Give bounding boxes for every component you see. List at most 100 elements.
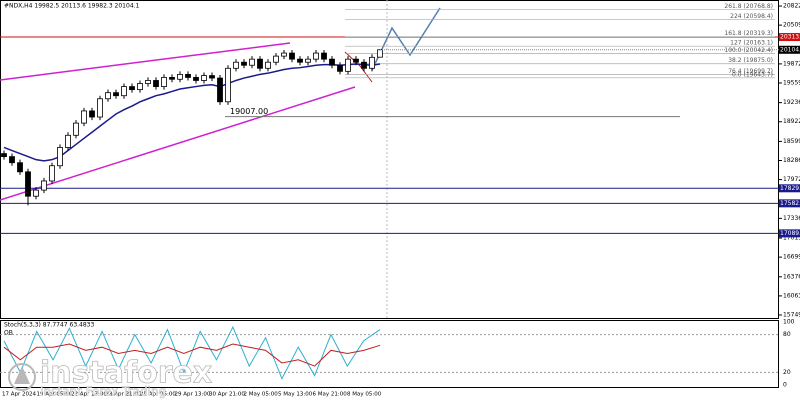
- candle-body: [369, 56, 375, 69]
- level-label: 17829.6: [780, 185, 800, 192]
- fib-label: 0.0 (19643.7): [732, 71, 773, 78]
- x-tick-label: 6 May 21:00: [313, 392, 348, 398]
- candle-body: [81, 110, 87, 124]
- tagline: Instant Forex Trading: [40, 385, 166, 399]
- candle-body: [377, 49, 383, 58]
- y-tick-label: 18286.0: [783, 157, 800, 164]
- y-tick-label: 17013.0: [783, 235, 800, 242]
- candle-body: [233, 61, 239, 69]
- fib-label: 38.2 (19875.0): [728, 57, 773, 64]
- y-tick-label: 15749.5: [783, 311, 800, 318]
- candle-body: [201, 75, 207, 81]
- candle-body: [353, 58, 359, 63]
- y-tick-label: 16063.0: [783, 292, 800, 299]
- y-tick-label: 17972.5: [783, 176, 800, 183]
- y-tick-label: 17336.0: [783, 215, 800, 222]
- stoch-panel-frame: [0, 320, 779, 388]
- candle-body: [305, 58, 311, 63]
- candle-body: [9, 156, 15, 164]
- candle-body: [137, 83, 143, 91]
- stoch-ob: OB: [4, 330, 13, 337]
- fib-anchor: [344, 51, 373, 83]
- candle-body: [169, 77, 175, 80]
- candle-body: [89, 110, 95, 118]
- x-tick-label: 23 Apr 21:00: [106, 392, 142, 398]
- candle-body: [145, 80, 151, 84]
- chart-title: #NDX,H4 19982.5 20113.6 19982.3 20104.1: [4, 3, 140, 10]
- candle-body: [185, 73, 191, 78]
- candle-body: [321, 52, 327, 60]
- watermark: instaforex Instant Forex Trading: [8, 355, 213, 399]
- candle-body: [161, 77, 167, 87]
- level-label: 20313.5: [780, 34, 800, 41]
- candle-body: [209, 75, 215, 79]
- stoch-tick-label: 0: [783, 382, 787, 389]
- stoch-line: [3, 343, 381, 367]
- level-tag: [779, 33, 800, 42]
- level-label: 17089.7: [780, 230, 800, 237]
- candle-body: [177, 73, 183, 80]
- candle-body: [297, 58, 303, 63]
- stoch-line: [3, 325, 381, 380]
- candle-body: [329, 58, 335, 66]
- stoch-tick-label: 80: [783, 331, 791, 338]
- candle-body: [33, 189, 39, 197]
- logo-mark: [14, 366, 30, 384]
- candle-body: [153, 80, 159, 87]
- channel-lower: [0, 86, 356, 201]
- channel-upper: [0, 42, 291, 81]
- y-tick-label: 18599.5: [783, 138, 800, 145]
- x-tick-label: 2 May 05:00: [244, 392, 279, 398]
- candle-body: [361, 61, 367, 69]
- candle-body: [241, 61, 247, 66]
- main-panel-frame: [0, 0, 779, 319]
- y-tick-label: 19872.5: [783, 60, 800, 67]
- candle-body: [49, 165, 55, 182]
- candle-body: [105, 92, 111, 100]
- level-tag: [779, 229, 800, 238]
- level-tag: [779, 184, 800, 193]
- current-price-tag: [779, 45, 800, 54]
- candle-body: [17, 162, 23, 173]
- fib-label: 76.4 (19699.7): [728, 68, 773, 75]
- logo: [8, 363, 36, 391]
- y-tick-label: 16699.5: [783, 254, 800, 261]
- y-tick-label: 20509.0: [783, 22, 800, 29]
- x-tick-label: 25 Apr 05:00: [140, 392, 176, 398]
- candle-body: [257, 58, 263, 69]
- projection-path: [371, 7, 441, 71]
- level-tag: [779, 199, 800, 208]
- x-tick-label: 22 Apr 13:00: [71, 392, 107, 398]
- candle-body: [217, 77, 223, 103]
- candle-body: [289, 52, 295, 60]
- candle-body: [265, 61, 271, 69]
- candle-body: [313, 52, 319, 60]
- candle-body: [345, 58, 351, 72]
- annotation-label: 19007.00: [230, 107, 268, 116]
- candle-body: [1, 153, 7, 158]
- fib-label: 127 (20163.1): [730, 40, 773, 47]
- fib-label: 100.0 (20042.4): [724, 47, 773, 54]
- level-label: 17582.7: [780, 200, 800, 207]
- candle-body: [281, 52, 287, 57]
- x-tick-label: 17 Apr 2024: [2, 392, 37, 398]
- current-price-label: 20104.1: [780, 46, 800, 53]
- candle-body: [337, 64, 343, 72]
- stoch-title: Stoch(5,3,3) 87.7747 63.4833: [4, 322, 95, 329]
- x-tick-label: 19 Apr 05:00: [37, 392, 73, 398]
- y-tick-label: 18922.5: [783, 118, 800, 125]
- stoch-tick-label: 20: [783, 369, 791, 376]
- candle-body: [193, 77, 199, 81]
- x-tick-label: 29 Apr 13:00: [175, 392, 211, 398]
- fib-label: 261.8 (20768.8): [724, 3, 773, 10]
- x-tick-label: 5 May 13:00: [278, 392, 313, 398]
- candle-body: [57, 147, 63, 167]
- candle-body: [113, 92, 119, 97]
- stoch-tick-label: 100: [783, 319, 795, 326]
- y-tick-label: 19559.0: [783, 79, 800, 86]
- candle-body: [65, 134, 71, 148]
- candle-body: [273, 55, 279, 63]
